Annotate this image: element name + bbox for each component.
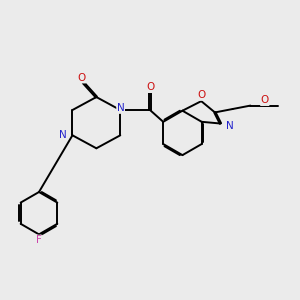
Text: O: O <box>77 73 86 83</box>
Text: O: O <box>261 95 269 106</box>
Text: N: N <box>226 121 234 131</box>
Text: N: N <box>59 130 67 140</box>
Text: O: O <box>197 90 206 100</box>
Text: F: F <box>36 235 42 245</box>
Text: N: N <box>117 103 124 113</box>
Text: O: O <box>146 82 154 92</box>
